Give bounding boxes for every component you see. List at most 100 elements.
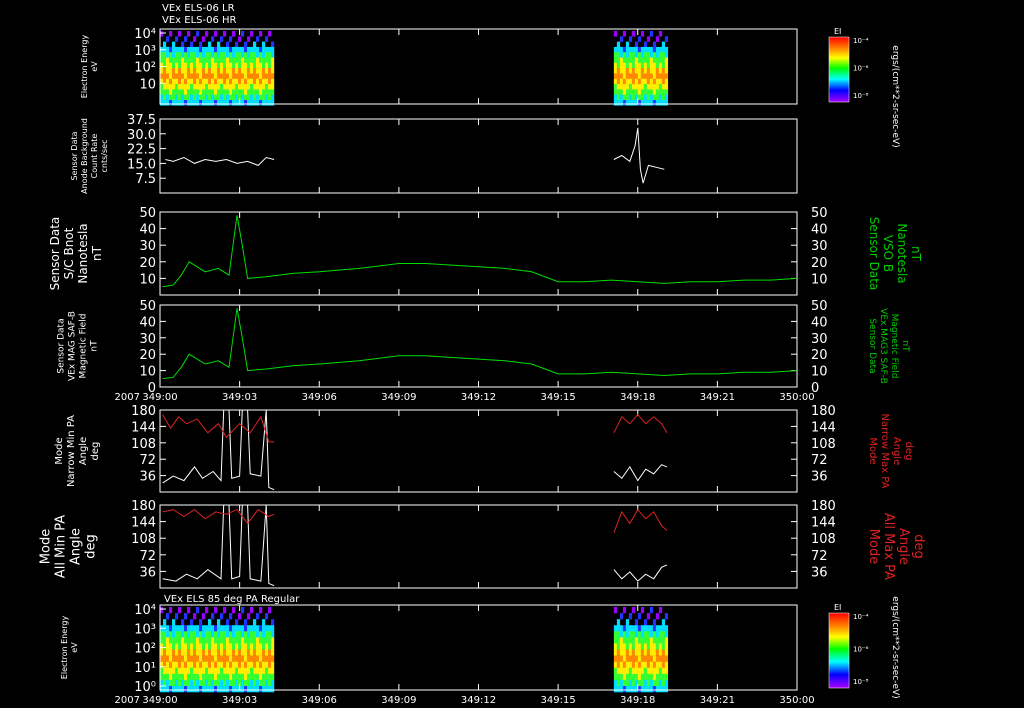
right-axis-label: Angle (891, 437, 902, 465)
heatmap-cell (214, 46, 218, 53)
heatmap-cell (235, 84, 239, 90)
heatmap-cell (649, 68, 654, 74)
heatmap-cell (661, 52, 666, 58)
heatmap-cell (181, 667, 185, 675)
heatmap-cell (223, 637, 227, 644)
heatmap-cell (190, 41, 194, 48)
heatmap-cell (235, 667, 239, 675)
heatmap-cell (616, 673, 621, 681)
heatmap-cell (211, 625, 215, 632)
heatmap-cell (646, 667, 651, 675)
heatmap-cell (202, 100, 206, 106)
heatmap-cell (205, 643, 209, 650)
heatmap-cell (232, 649, 236, 656)
heatmap-cell (187, 637, 191, 644)
heatmap-cell (244, 73, 248, 80)
heatmap-cell (220, 84, 224, 90)
heatmap-cell (643, 619, 648, 626)
heatmap-cell (664, 36, 669, 42)
heatmap-cell (232, 637, 236, 644)
heatmap-cell (238, 679, 242, 687)
y-tick-label-right: 108 (811, 437, 836, 452)
heatmap-cell (664, 100, 669, 106)
heatmap-cell (637, 673, 642, 681)
heatmap-cell (658, 625, 663, 632)
heatmap-cell (271, 686, 275, 693)
heatmap-cell (196, 94, 200, 101)
heatmap-cell (631, 57, 636, 64)
heatmap-cell (190, 661, 194, 668)
right-axis-label: All Max PA (881, 513, 896, 580)
heatmap-cell (199, 649, 203, 656)
heatmap-cell (253, 631, 257, 638)
heatmap-cell (166, 36, 170, 42)
heatmap-cell (268, 649, 272, 656)
heatmap-cell (247, 89, 251, 95)
heatmap-cell (238, 613, 242, 620)
heatmap-cell (163, 661, 167, 668)
y-tick-label-right: 36 (811, 470, 828, 485)
heatmap-cell (643, 625, 648, 632)
heatmap-cell (190, 686, 194, 693)
heatmap-cell (187, 52, 191, 58)
heatmap-cell (250, 46, 254, 53)
heatmap-cell (640, 73, 645, 80)
heatmap-cell (190, 57, 194, 64)
heatmap-cell (655, 667, 660, 675)
heatmap-cell (175, 62, 179, 69)
heatmap-cell (250, 73, 254, 80)
heatmap-cell (622, 57, 627, 64)
y-tick-label: 15.0 (127, 157, 156, 172)
heatmap-cell (241, 686, 245, 693)
heatmap-cell (175, 89, 179, 95)
heatmap-cell (184, 613, 188, 620)
heatmap-cell (658, 62, 663, 69)
heatmap-cell (187, 673, 191, 681)
heatmap-cell (631, 686, 636, 693)
heatmap-cell (661, 94, 666, 101)
heatmap-cell (661, 686, 666, 693)
heatmap-cell (664, 613, 669, 620)
y-tick-label-right: 180 (811, 499, 836, 514)
heatmap-cell (166, 84, 170, 90)
heatmap-cell (211, 89, 215, 95)
heatmap-cell (637, 686, 642, 693)
heatmap-cell (196, 655, 200, 662)
heatmap-cell (640, 655, 645, 662)
heatmap-cell (613, 68, 618, 74)
heatmap-cell (175, 667, 179, 675)
right-axis-label: VSO B (881, 235, 895, 272)
heatmap-cell (637, 100, 642, 106)
heatmap-cell (217, 686, 221, 693)
heatmap-cell (271, 667, 275, 675)
y-tick-label: 10⁴ (134, 27, 156, 42)
y-tick-label-right: 20 (811, 256, 828, 271)
heatmap-cell (184, 100, 188, 106)
panel7-title: VEx ELS 85 deg PA Regular (164, 594, 300, 605)
heatmap-cell (217, 637, 221, 644)
heatmap-cell (241, 673, 245, 681)
heatmap-cell (181, 52, 185, 58)
heatmap-cell (205, 100, 209, 106)
right-axis-label: Mode (867, 437, 878, 464)
heatmap-cell (661, 89, 666, 95)
heatmap-cell (169, 62, 173, 69)
heatmap-cell (634, 619, 639, 626)
heatmap-cell (205, 94, 209, 101)
y-tick-label: 10 (139, 77, 156, 92)
heatmap-cell (256, 73, 260, 80)
y-axis-label: Angle (78, 437, 89, 465)
heatmap-cell (220, 613, 224, 620)
heatmap-cell (634, 655, 639, 662)
heatmap-cell (262, 637, 266, 644)
heatmap-cell (241, 62, 245, 69)
heatmap-cell (265, 89, 269, 95)
heatmap-cell (190, 655, 194, 662)
heatmap-cell (628, 100, 633, 106)
heatmap-cell (217, 100, 221, 106)
time-label-bottom: 349:06 (302, 695, 337, 706)
heatmap-cell (619, 73, 624, 80)
heatmap-cell (649, 84, 654, 90)
heatmap-cell (640, 57, 645, 64)
heatmap-cell (631, 667, 636, 675)
